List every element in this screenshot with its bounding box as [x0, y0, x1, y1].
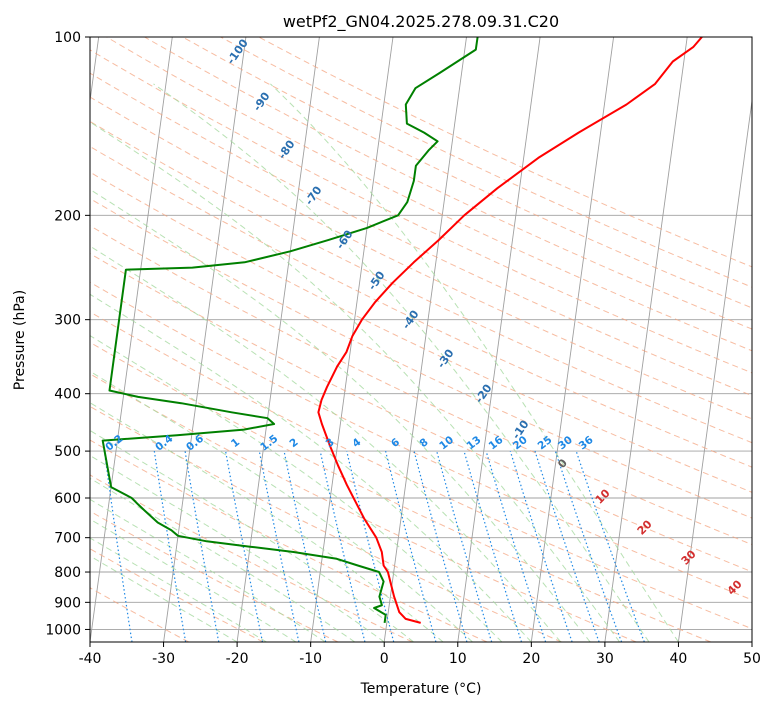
x-tick-label: -40: [79, 651, 102, 667]
y-tick-label: 100: [54, 30, 81, 46]
y-axis-label: Pressure (hPa): [12, 290, 28, 390]
y-tick-label: 700: [54, 531, 81, 547]
y-tick-label: 900: [54, 595, 81, 611]
y-tick-label: 300: [54, 313, 81, 329]
x-tick-label: 40: [670, 651, 688, 667]
chart-title: wetPf2_GN04.2025.278.09.31.C20: [283, 12, 559, 32]
x-tick-label: -30: [152, 651, 175, 667]
x-tick-label: 10: [449, 651, 467, 667]
y-tick-label: 200: [54, 208, 81, 224]
x-tick-label: -10: [299, 651, 322, 667]
x-axis-label: Temperature (°C): [360, 681, 482, 697]
x-tick-label: 30: [596, 651, 614, 667]
x-tick-label: 0: [380, 651, 389, 667]
x-tick-label: 50: [743, 651, 761, 667]
y-tick-label: 600: [54, 491, 81, 507]
y-tick-label: 800: [54, 565, 81, 581]
y-tick-label: 500: [54, 444, 81, 460]
x-tick-label: 20: [522, 651, 540, 667]
x-tick-label: -20: [226, 651, 249, 667]
y-tick-label: 1000: [45, 622, 81, 638]
y-tick-label: 400: [54, 387, 81, 403]
